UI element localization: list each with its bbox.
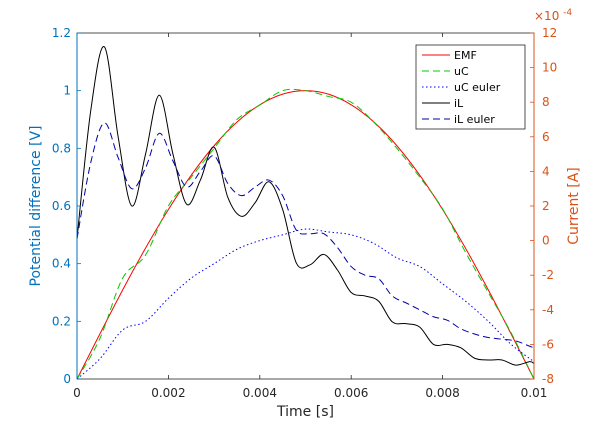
left-y-tick-label: 1 [63, 84, 71, 98]
x-tick-label: 0.008 [425, 386, 459, 400]
x-tick-label: 0.006 [334, 386, 368, 400]
right-y-tick-label: 4 [542, 164, 550, 178]
left-y-tick-label: 0.2 [52, 314, 71, 328]
series-line-il-euler [76, 122, 535, 349]
right-axis-exponent-base: ×10 [534, 9, 559, 23]
right-axis-exponent: ×10 -4 [534, 8, 572, 23]
right-y-tick-label: -8 [542, 372, 554, 386]
legend-label: iL [454, 97, 464, 110]
right-y-tick-label: -2 [542, 268, 554, 282]
legend-label: uC [454, 65, 469, 78]
right-y-tick-label: 0 [542, 234, 550, 248]
right-y-tick-label: 2 [542, 199, 550, 213]
series-layer [76, 46, 535, 380]
left-y-tick-label: 0 [63, 372, 71, 386]
x-tick-label: 0.002 [151, 386, 185, 400]
left-y-tick-label: 0.4 [52, 257, 71, 271]
x-tick-label: 0.01 [521, 386, 548, 400]
right-y-tick-label: 10 [542, 61, 557, 75]
ticks-layer: 0 0.002 0.004 0.006 0.008 0.01 0 0.2 0.4 0.6 0.8 1 1… [52, 26, 557, 400]
right-y-tick-label: 6 [542, 130, 550, 144]
left-y-tick-label: 0.6 [52, 199, 71, 213]
left-y-axis-title: Potential difference [V] [28, 125, 44, 286]
left-y-tick-label: 0.8 [52, 141, 71, 155]
x-tick-label: 0 [73, 386, 81, 400]
series-line-uc [76, 88, 535, 380]
right-y-axis-title: Current [A] [566, 167, 582, 245]
series-line-il [76, 46, 535, 366]
right-y-tick-label: 12 [542, 26, 557, 40]
series-line-uc-euler [76, 228, 535, 380]
right-y-tick-label: -4 [542, 303, 554, 317]
x-axis-title: Time [s] [276, 404, 334, 420]
right-axis-exponent-power: -4 [563, 8, 572, 18]
x-tick-label: 0.004 [243, 386, 277, 400]
legend-label: iL euler [454, 113, 495, 126]
legend: EMF uC uC euler iL iL euler [415, 44, 526, 130]
legend-label: EMF [454, 49, 477, 62]
right-y-tick-label: -6 [542, 337, 554, 351]
right-y-tick-label: 8 [542, 95, 550, 109]
legend-label: uC euler [454, 81, 501, 94]
left-y-tick-label: 1.2 [52, 26, 71, 40]
